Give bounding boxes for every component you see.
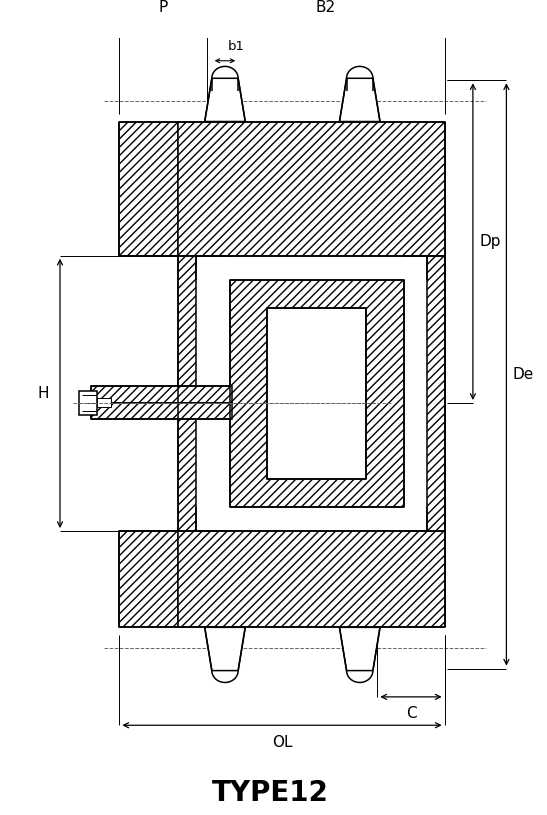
Text: De: De [513, 367, 534, 382]
Polygon shape [205, 628, 245, 671]
Polygon shape [119, 121, 178, 256]
Text: Dp: Dp [479, 234, 501, 249]
Bar [97, 399, 110, 408]
Polygon shape [91, 403, 232, 420]
Text: P: P [159, 0, 168, 15]
Polygon shape [178, 121, 445, 256]
Polygon shape [119, 531, 178, 628]
Text: C: C [406, 706, 416, 721]
Text: TYPE12: TYPE12 [212, 779, 329, 807]
Bar [79, 390, 97, 416]
Polygon shape [427, 256, 445, 531]
Polygon shape [178, 256, 196, 531]
Polygon shape [340, 628, 380, 671]
Text: H: H [37, 386, 49, 401]
Bar [267, 308, 366, 478]
Text: OL: OL [272, 734, 292, 750]
Polygon shape [178, 531, 445, 628]
Polygon shape [340, 78, 380, 121]
Text: b1: b1 [228, 40, 245, 53]
Polygon shape [205, 78, 245, 121]
Polygon shape [230, 280, 404, 507]
Polygon shape [91, 386, 232, 403]
Text: B2: B2 [316, 0, 336, 15]
